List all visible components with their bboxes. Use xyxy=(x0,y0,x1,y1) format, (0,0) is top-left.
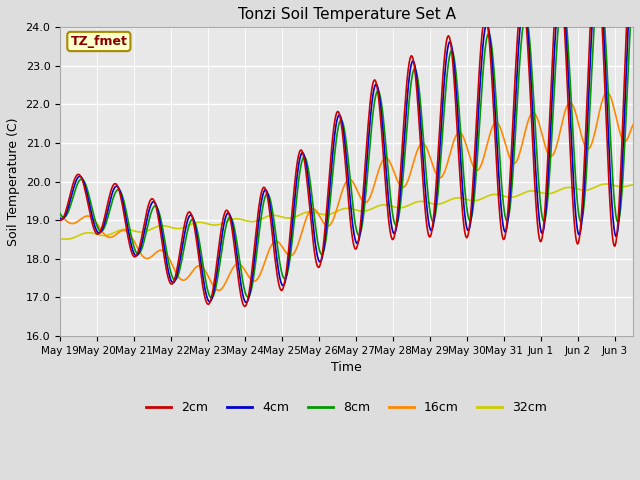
Legend: 2cm, 4cm, 8cm, 16cm, 32cm: 2cm, 4cm, 8cm, 16cm, 32cm xyxy=(141,396,552,419)
X-axis label: Time: Time xyxy=(332,361,362,374)
Title: Tonzi Soil Temperature Set A: Tonzi Soil Temperature Set A xyxy=(237,7,456,22)
Y-axis label: Soil Temperature (C): Soil Temperature (C) xyxy=(7,117,20,246)
Text: TZ_fmet: TZ_fmet xyxy=(70,35,127,48)
